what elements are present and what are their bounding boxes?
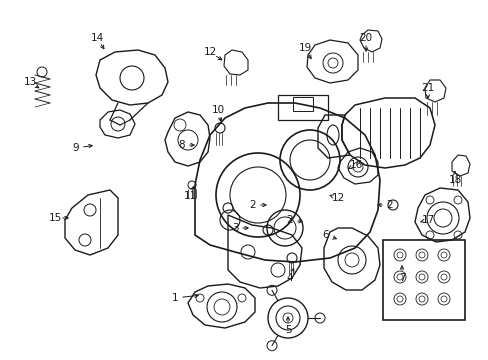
Text: 17: 17 [421,215,434,225]
Text: 11: 11 [183,191,196,201]
Text: 1: 1 [171,293,178,303]
Text: 15: 15 [48,213,61,223]
Text: 4: 4 [286,273,293,283]
Text: 16: 16 [348,160,362,170]
Bar [382,240,464,320]
Text: 18: 18 [447,175,461,185]
Text: 20: 20 [359,33,372,43]
Text: 10: 10 [211,105,224,115]
Text: 19: 19 [298,43,311,53]
Text: 2: 2 [249,200,256,210]
Text: 2: 2 [286,215,293,225]
Text: 8: 8 [178,140,185,150]
Text: 9: 9 [73,143,79,153]
Text: 13: 13 [23,77,37,87]
Text: 12: 12 [331,193,344,203]
Text: 7: 7 [398,273,405,283]
Text: 6: 6 [322,230,328,240]
Text: 5: 5 [284,325,291,335]
Text: 3: 3 [231,223,238,233]
Text: 12: 12 [203,47,216,57]
Text: 14: 14 [90,33,103,43]
Text: 2: 2 [386,200,392,210]
Bar [278,95,327,120]
Text: 21: 21 [421,83,434,93]
Bar [292,97,312,111]
